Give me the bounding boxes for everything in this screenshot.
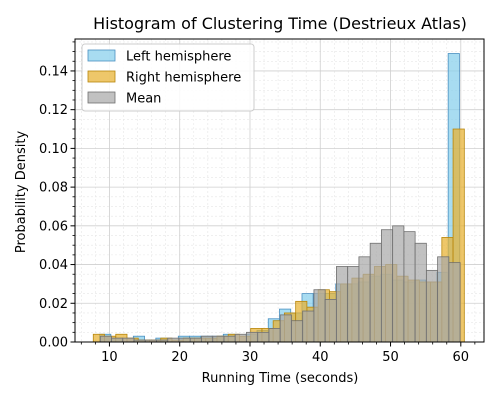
- x-tick-label: 50: [382, 350, 399, 365]
- histogram-bar: [257, 331, 270, 343]
- x-tick-label: 40: [312, 350, 329, 365]
- legend-label: Mean: [126, 92, 161, 107]
- histogram-bar: [212, 335, 225, 343]
- y-tick-label: 0.02: [39, 297, 68, 312]
- y-tick-label: 0.04: [39, 258, 68, 273]
- x-tick-label: 30: [242, 350, 259, 365]
- histogram-bar: [336, 266, 349, 343]
- histogram-bar: [392, 225, 405, 343]
- histogram-bar: [246, 331, 259, 343]
- histogram-bar: [369, 242, 382, 343]
- bars: [92, 53, 465, 343]
- histogram-bar: [234, 333, 247, 343]
- legend-box: [81, 43, 255, 112]
- histogram-bar: [99, 335, 112, 343]
- x-tick-label: 10: [101, 350, 118, 365]
- histogram-bar: [201, 335, 214, 343]
- x-tick-label: 20: [171, 350, 188, 365]
- axis-ticks: 10 20 30 40 50 60 0.00 0.02 0.04 0.06 0.08 0.10 0.12…: [39, 41, 476, 365]
- histogram-bar: [302, 310, 315, 343]
- histogram-bar: [448, 262, 461, 343]
- chart-title: Histogram of Clustering Time (Destrieux …: [93, 14, 467, 33]
- legend-label: Right hemisphere: [126, 71, 241, 86]
- y-tick-label: 0.08: [39, 181, 68, 196]
- histogram-bar: [223, 335, 236, 343]
- histogram-bar: [178, 337, 191, 343]
- y-tick-label: 0.10: [39, 142, 68, 157]
- histogram-bar: [324, 299, 337, 343]
- legend-swatch: [87, 91, 116, 104]
- y-tick-label: 0.06: [39, 219, 68, 234]
- y-tick-label: 0.12: [39, 103, 68, 118]
- histogram-bar: [189, 337, 202, 343]
- y-tick-label: 0.14: [39, 64, 68, 79]
- plot-frame: [74, 38, 485, 343]
- histogram-bar: [167, 337, 180, 343]
- histogram-bar: [122, 337, 135, 343]
- histogram-bar: [380, 229, 394, 343]
- histogram-bar: [437, 256, 450, 343]
- legend-swatch: [87, 70, 116, 83]
- x-axis-label: Running Time (seconds): [202, 371, 359, 386]
- histogram-bar: [291, 320, 304, 343]
- histogram-bar: [358, 256, 371, 343]
- histogram-bar: [111, 337, 124, 343]
- y-axis-label: Probability Density: [14, 131, 29, 254]
- histogram-bar: [403, 231, 416, 343]
- histogram-bar: [414, 242, 427, 343]
- series-2: [99, 225, 461, 343]
- histogram-bar: [347, 266, 360, 343]
- x-tick-label: 60: [453, 350, 470, 365]
- histogram-bar: [268, 328, 281, 343]
- histogram-bar: [425, 269, 439, 343]
- legend-label: Left hemisphere: [126, 50, 231, 65]
- legend: Left hemisphere Right hemisphere Mean: [81, 43, 255, 112]
- histogram-bar: [313, 289, 326, 343]
- legend-swatch: [87, 49, 116, 62]
- histogram-bar: [279, 314, 292, 343]
- y-tick-label: 0.00: [39, 336, 68, 351]
